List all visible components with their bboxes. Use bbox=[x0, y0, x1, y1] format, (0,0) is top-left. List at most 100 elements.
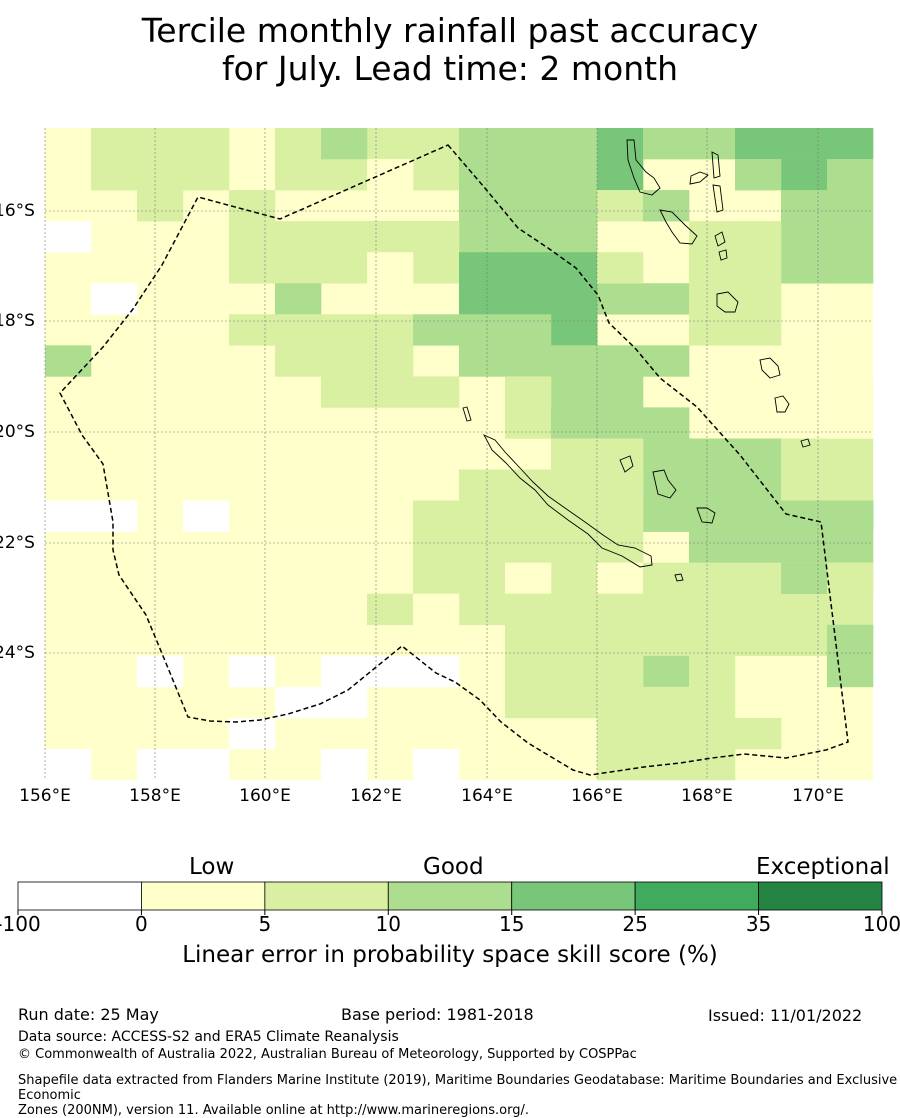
skill-cell bbox=[229, 221, 460, 284]
skill-cell bbox=[229, 314, 276, 346]
colorbar-tick-label: -100 bbox=[0, 912, 41, 936]
colorbar-tick-label: 10 bbox=[375, 912, 402, 936]
skill-cell bbox=[781, 438, 874, 501]
colorbar-tick-label: 35 bbox=[745, 912, 772, 936]
skill-cell bbox=[643, 190, 690, 222]
skill-cell bbox=[781, 376, 828, 408]
copyright: © Commonwealth of Australia 2022, Austra… bbox=[18, 1047, 637, 1062]
longitude-label: 156°E bbox=[19, 786, 71, 806]
colorbar-category-good: Good bbox=[423, 854, 484, 880]
island-outline bbox=[462, 406, 472, 422]
skill-cell bbox=[413, 593, 460, 626]
colorbar-segment bbox=[141, 881, 266, 911]
island-outline bbox=[774, 395, 790, 413]
shapefile-credit: Shapefile data extracted from Flanders M… bbox=[18, 1073, 898, 1118]
skill-cell bbox=[643, 717, 736, 781]
skill-cell bbox=[321, 128, 368, 160]
skill-cell bbox=[321, 655, 460, 688]
skill-cell bbox=[505, 655, 644, 688]
longitude-label: 168°E bbox=[681, 786, 733, 806]
base-period: Base period: 1981-2018 bbox=[341, 1005, 534, 1024]
skill-cell bbox=[45, 748, 92, 781]
island-outline bbox=[674, 573, 684, 582]
skill-cell bbox=[505, 376, 552, 408]
latitude-label: 22°S bbox=[0, 533, 35, 553]
longitude-label: 158°E bbox=[129, 786, 181, 806]
skill-cell bbox=[459, 345, 598, 377]
skill-cell bbox=[45, 221, 92, 253]
skill-cell bbox=[643, 655, 690, 688]
skill-cell bbox=[781, 159, 828, 191]
skill-cell bbox=[413, 314, 552, 346]
skill-cell bbox=[827, 624, 874, 688]
skill-cell bbox=[275, 283, 322, 315]
skill-cell bbox=[597, 686, 644, 719]
longitude-label: 160°E bbox=[239, 786, 291, 806]
skill-cell bbox=[735, 128, 874, 160]
island-outline bbox=[659, 209, 698, 245]
skill-cell bbox=[183, 500, 230, 532]
skill-cell bbox=[735, 717, 782, 750]
skill-cell bbox=[137, 190, 184, 222]
skill-cell bbox=[689, 655, 736, 688]
island-outline bbox=[712, 184, 724, 213]
latitude-label: 20°S bbox=[0, 422, 35, 442]
title-line-2: for July. Lead time: 2 month bbox=[221, 49, 678, 88]
longitude-label: 170°E bbox=[792, 786, 844, 806]
island-outline bbox=[619, 455, 634, 473]
colorbar-category-exceptional: Exceptional bbox=[756, 854, 890, 880]
skill-cell bbox=[643, 407, 690, 439]
skill-cell bbox=[827, 376, 874, 439]
longitude-label: 164°E bbox=[461, 786, 513, 806]
island-outline bbox=[800, 438, 811, 448]
skill-cell bbox=[551, 314, 598, 346]
issued-date: Issued: 11/01/2022 bbox=[708, 1006, 863, 1025]
colorbar-segment bbox=[387, 881, 513, 911]
colorbar-tick-label: 5 bbox=[258, 912, 272, 936]
colorbar-tick-label: 0 bbox=[135, 912, 148, 936]
island-outline bbox=[718, 249, 728, 261]
skill-cell bbox=[827, 159, 874, 284]
chart-title: Tercile monthly rainfall past accuracy f… bbox=[0, 12, 900, 88]
island-outline bbox=[711, 151, 721, 179]
colorbar-tick-label: 15 bbox=[498, 912, 525, 936]
skill-cell bbox=[367, 593, 644, 626]
skill-cell bbox=[91, 283, 138, 315]
skill-cell bbox=[275, 314, 414, 377]
latitude-label: 24°S bbox=[0, 643, 35, 663]
island-outline bbox=[696, 507, 716, 524]
skill-cell bbox=[367, 252, 414, 284]
skill-grid bbox=[45, 128, 874, 781]
colorbar-tick-label: 100 bbox=[862, 912, 900, 936]
skill-cell bbox=[597, 562, 644, 595]
colorbar bbox=[17, 881, 883, 915]
skill-cell bbox=[597, 345, 690, 377]
longitude-label: 162°E bbox=[350, 786, 402, 806]
latitude-label: 18°S bbox=[0, 311, 35, 331]
shapefile-credit-line-1: Shapefile data extracted from Flanders M… bbox=[18, 1073, 898, 1103]
colorbar-segment bbox=[264, 881, 389, 911]
skill-cell bbox=[781, 562, 828, 595]
skill-cell bbox=[45, 345, 92, 377]
shapefile-credit-line-2: Zones (200NM), version 11. Available onl… bbox=[18, 1103, 530, 1118]
skill-cell bbox=[459, 469, 644, 501]
skill-cell bbox=[643, 128, 736, 160]
latitude-label: 16°S bbox=[0, 201, 35, 221]
skill-cell bbox=[689, 686, 736, 719]
graticule bbox=[44, 128, 873, 780]
skill-cell bbox=[229, 190, 276, 222]
skill-cell bbox=[597, 190, 644, 222]
skill-cell bbox=[735, 159, 782, 191]
island-outline bbox=[716, 291, 739, 313]
colorbar-segment bbox=[634, 881, 759, 911]
island-outline bbox=[652, 469, 677, 499]
colorbar-category-low: Low bbox=[189, 854, 235, 880]
colorbar-label: Linear error in probability space skill … bbox=[182, 942, 718, 968]
island-outline bbox=[714, 231, 726, 247]
island-outline bbox=[759, 357, 781, 379]
skill-cell bbox=[827, 562, 874, 595]
colorbar-segment bbox=[511, 881, 636, 911]
colorbar-tick-label: 25 bbox=[622, 912, 648, 936]
skill-cell bbox=[321, 748, 368, 781]
